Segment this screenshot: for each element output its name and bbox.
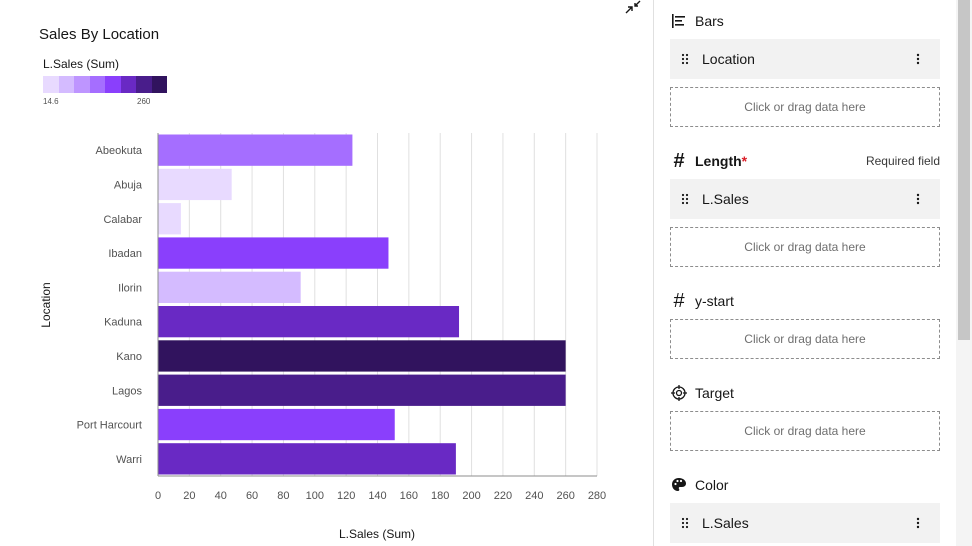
legend-swatch-1 [58,76,74,93]
overflow-menu-icon[interactable] [916,193,920,205]
legend-swatch-0 [43,76,59,93]
lsales-color-chip[interactable]: L.Sales [670,503,940,543]
lsales-length-chip[interactable]: L.Sales [670,179,940,219]
chip-label: Location [702,51,755,67]
ystart-slot-header: # y-start [670,289,940,312]
legend-color-scale [43,76,167,93]
collapse-icon[interactable] [624,0,642,14]
x-tick-label-100: 100 [306,490,324,502]
y-tick-label-abuja: Abuja [114,179,143,191]
drag-handle-icon[interactable] [681,517,689,529]
length-drop-zone[interactable]: Click or drag data here [670,227,940,267]
bar-lagos [158,374,566,406]
y-tick-label-port-harcourt: Port Harcourt [77,420,142,432]
x-tick-label-40: 40 [215,490,227,502]
bar-abuja [158,168,232,201]
color-slot-header: Color [670,475,940,495]
length-slot-header: # Length * Required field [670,149,940,172]
x-tick-label-60: 60 [246,490,258,502]
overflow-menu-icon[interactable] [916,517,920,529]
legend-swatch-5 [120,76,136,93]
x-tick-label-0: 0 [155,490,161,502]
legend-max-label: 260 [137,97,151,106]
overflow-menu-icon[interactable] [916,53,920,65]
x-tick-label-140: 140 [368,490,386,502]
length-label: Length [695,153,742,169]
ystart-label: y-start [695,293,734,309]
hash-icon: # [673,149,685,172]
bar-chart: 0 20 40 60 80 100 120 140 160 180 200 220 240 260 280 A… [39,133,606,541]
bar-ibadan [158,237,389,269]
y-tick-label-ilorin: Ilorin [118,282,142,294]
bars-icon [670,12,688,30]
x-tick-label-240: 240 [525,490,543,502]
target-icon [670,384,688,402]
x-tick-label-20: 20 [183,490,195,502]
ystart-drop-zone[interactable]: Click or drag data here [670,319,940,359]
bar-port-harcourt [158,408,395,441]
x-tick-label-120: 120 [337,490,355,502]
legend-title: L.Sales (Sum) [43,57,120,71]
target-label: Target [695,385,734,401]
target-slot-header: Target [670,383,940,403]
bars-slot-header: Bars [670,11,940,31]
chip-label: L.Sales [702,191,749,207]
palette-icon [670,476,688,494]
bar-kaduna [158,306,460,338]
chip-label: L.Sales [702,515,749,531]
y-tick-label-kano: Kano [116,351,142,363]
x-tick-label-280: 280 [588,490,606,502]
bars-label: Bars [695,13,724,29]
y-axis-title: Location [39,282,53,327]
y-tick-label-abeokuta: Abeokuta [96,145,143,157]
y-tick-label-warri: Warri [116,454,142,466]
bar-ilorin [158,271,301,303]
x-tick-label-260: 260 [556,490,574,502]
scrollbar[interactable] [956,0,972,546]
y-tick-label-calabar: Calabar [103,214,142,226]
legend-swatch-2 [74,76,90,93]
bar-warri [158,443,456,475]
required-field-text: Required field [865,154,940,168]
scrollbar-thumb[interactable] [958,0,970,340]
x-tick-label-180: 180 [431,490,449,502]
bar-calabar [158,203,181,235]
target-drop-zone[interactable]: Click or drag data here [670,411,940,451]
color-label: Color [695,477,729,493]
chart-area: Sales By Location L.Sales (Sum) 14.6 260… [39,0,642,541]
y-tick-label-kaduna: Kaduna [104,317,143,329]
x-tick-label-80: 80 [277,490,289,502]
chart-title: Sales By Location [39,26,160,43]
legend-swatch-6 [136,76,152,93]
x-tick-label-160: 160 [400,490,418,502]
legend-swatch-3 [89,76,105,93]
drag-handle-icon[interactable] [681,193,689,205]
x-tick-label-220: 220 [494,490,512,502]
bars-drop-zone[interactable]: Click or drag data here [670,87,940,127]
bar-kano [158,340,566,372]
legend-min-label: 14.6 [43,97,59,106]
y-tick-label-lagos: Lagos [112,385,142,397]
hash-icon: # [673,289,685,312]
location-chip[interactable]: Location [670,39,940,79]
field-panel: Bars Location Click or drag data here # … [653,0,956,546]
x-tick-label-200: 200 [462,490,480,502]
legend-swatch-7 [151,76,167,93]
x-axis-title: L.Sales (Sum) [339,527,415,541]
legend-swatch-4 [105,76,121,93]
drag-handle-icon[interactable] [681,53,689,65]
bar-abeokuta [158,134,353,166]
required-star: * [741,153,748,169]
y-tick-label-ibadan: Ibadan [108,248,142,260]
